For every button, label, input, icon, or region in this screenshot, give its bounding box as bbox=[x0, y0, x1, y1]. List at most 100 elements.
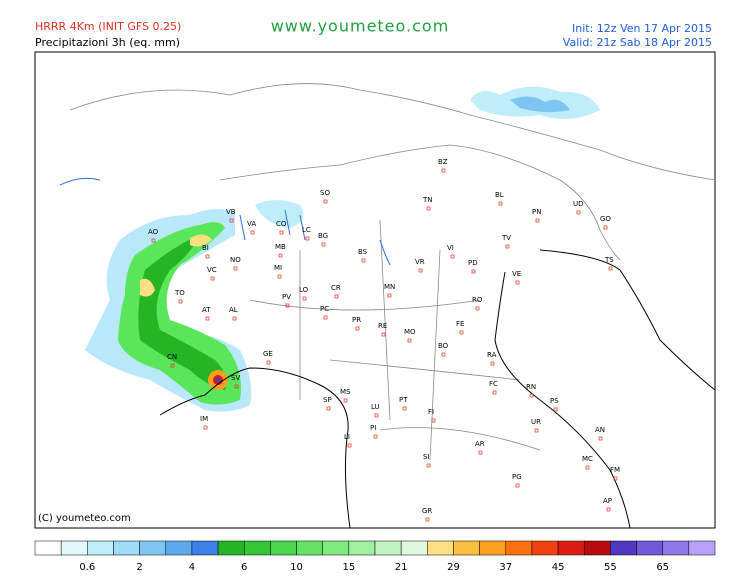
legend-label: 4 bbox=[189, 562, 195, 573]
city-label: AP bbox=[603, 497, 612, 505]
city-marker bbox=[426, 206, 431, 211]
city-label: CN bbox=[167, 353, 177, 361]
city-marker bbox=[266, 360, 271, 365]
city-label: PG bbox=[512, 473, 522, 481]
city-label: GO bbox=[600, 215, 611, 223]
city-label: VR bbox=[415, 258, 425, 266]
city-label: AO bbox=[148, 228, 159, 236]
coastline bbox=[159, 249, 716, 529]
city-marker bbox=[373, 434, 378, 439]
city-marker bbox=[321, 242, 326, 247]
city-label: AR bbox=[475, 440, 485, 448]
city-label: TO bbox=[174, 289, 185, 297]
city-marker bbox=[478, 450, 483, 455]
legend-label: 65 bbox=[656, 562, 669, 573]
legend-swatch bbox=[453, 540, 480, 556]
city-marker bbox=[613, 476, 618, 481]
legend-swatch bbox=[113, 540, 140, 556]
city-marker bbox=[459, 330, 464, 335]
city-marker bbox=[529, 393, 534, 398]
legend-swatch bbox=[139, 540, 167, 556]
city-marker bbox=[277, 274, 282, 279]
city-label: IM bbox=[200, 415, 208, 423]
city-label: RA bbox=[487, 351, 497, 359]
legend-swatch bbox=[296, 540, 323, 556]
legend-swatch bbox=[688, 540, 716, 556]
legend-swatch bbox=[60, 540, 88, 556]
site: www.youmeteo.com bbox=[271, 17, 450, 36]
legend-label: 0.6 bbox=[79, 562, 95, 573]
city-marker bbox=[475, 306, 480, 311]
city-label: NO bbox=[230, 256, 241, 264]
city-label: BG bbox=[318, 232, 328, 240]
city-marker bbox=[229, 218, 234, 223]
city-label: TS bbox=[604, 256, 614, 264]
city-label: FE bbox=[456, 320, 464, 328]
legend-swatch bbox=[270, 540, 297, 556]
city-label: MO bbox=[404, 328, 416, 336]
city-marker bbox=[608, 266, 613, 271]
city-marker bbox=[205, 316, 210, 321]
city-marker bbox=[302, 296, 307, 301]
city-label: BL bbox=[495, 191, 504, 199]
city-marker bbox=[381, 332, 386, 337]
city-marker bbox=[425, 517, 430, 522]
legend-swatch bbox=[374, 540, 402, 556]
city-label: PR bbox=[352, 316, 361, 324]
city-marker bbox=[387, 293, 392, 298]
city-label: PS bbox=[550, 397, 559, 405]
city-label: BZ bbox=[438, 158, 448, 166]
city-marker bbox=[471, 269, 476, 274]
city-label: BI bbox=[202, 244, 209, 252]
city-label: AT bbox=[202, 306, 211, 314]
legend-label: 15 bbox=[342, 562, 355, 573]
city-marker bbox=[515, 280, 520, 285]
legend-swatch bbox=[610, 540, 637, 556]
city-label: VB bbox=[226, 208, 236, 216]
city-label: BO bbox=[438, 342, 449, 350]
legend-swatch bbox=[243, 540, 271, 556]
city-marker bbox=[203, 425, 208, 430]
city-marker bbox=[498, 201, 503, 206]
city-marker bbox=[305, 236, 310, 241]
city-marker bbox=[279, 230, 284, 235]
legend-swatch bbox=[217, 540, 245, 556]
city-marker bbox=[585, 465, 590, 470]
city-marker bbox=[232, 316, 237, 321]
city-label: AL bbox=[229, 306, 238, 314]
city-label: SO bbox=[320, 189, 330, 197]
legend-swatch bbox=[87, 540, 114, 556]
city-label: TN bbox=[422, 196, 433, 204]
city-label: CO bbox=[276, 220, 287, 228]
legend-swatch bbox=[479, 540, 507, 556]
city-label: PD bbox=[468, 259, 478, 267]
city-label: GR bbox=[422, 507, 432, 515]
city-label: PC bbox=[320, 305, 329, 313]
city-label: UD bbox=[573, 200, 584, 208]
precipitation bbox=[85, 86, 600, 412]
city-marker bbox=[326, 406, 331, 411]
city-marker bbox=[515, 483, 520, 488]
legend-swatch bbox=[400, 540, 428, 556]
product: Precipitazioni 3h (eq. mm) bbox=[35, 36, 180, 49]
city-marker bbox=[490, 361, 495, 366]
city-label: LI bbox=[344, 433, 350, 441]
city-label: FI bbox=[428, 408, 434, 416]
legend-swatch bbox=[531, 540, 559, 556]
legend-swatch bbox=[34, 540, 62, 556]
city-marker bbox=[402, 406, 407, 411]
city-label: TV bbox=[501, 234, 511, 242]
borders bbox=[69, 83, 716, 461]
legend-label: 10 bbox=[290, 562, 303, 573]
city-marker bbox=[374, 413, 379, 418]
city-marker bbox=[606, 507, 611, 512]
city-label: PV bbox=[282, 293, 291, 301]
city-label: UR bbox=[531, 418, 541, 426]
legend-swatch bbox=[662, 540, 690, 556]
city-marker bbox=[323, 315, 328, 320]
city-marker bbox=[178, 299, 183, 304]
city-marker bbox=[205, 254, 210, 259]
city-label: MS bbox=[340, 388, 351, 396]
legend-label: 2 bbox=[136, 562, 142, 573]
